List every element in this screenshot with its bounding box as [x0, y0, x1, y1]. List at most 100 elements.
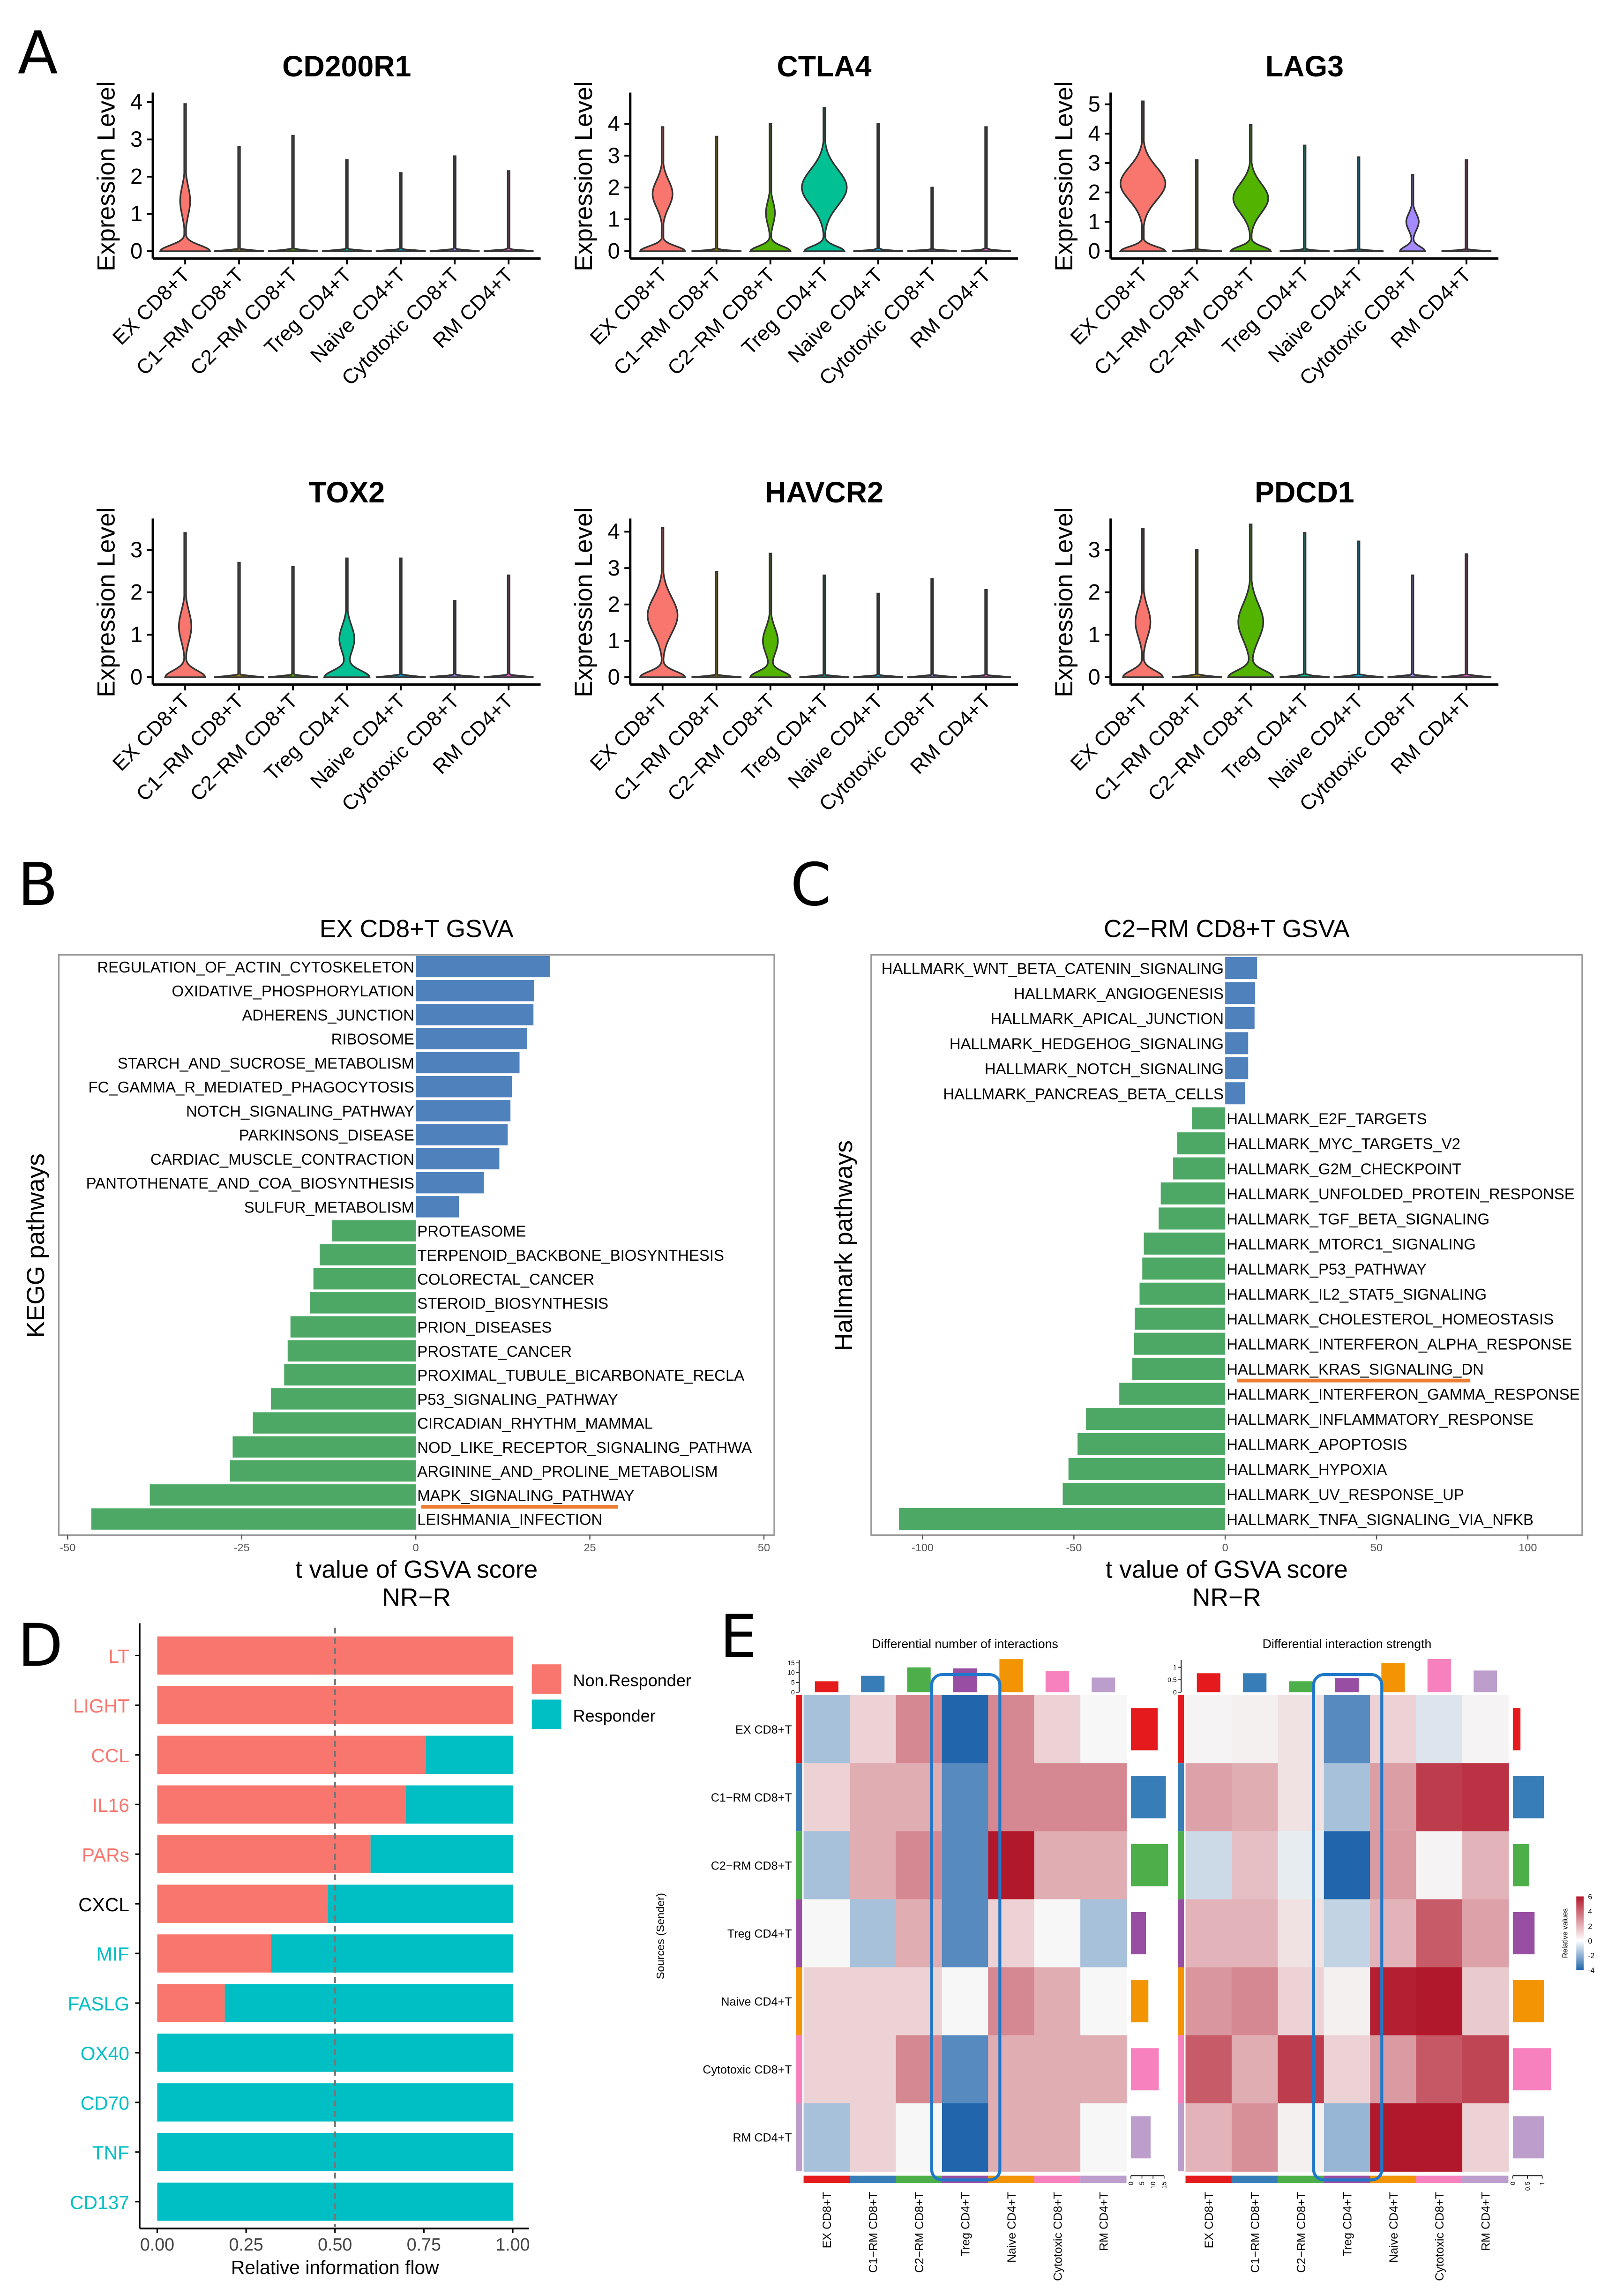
side-bar: [1130, 1980, 1149, 2023]
x-tick-label: 50: [758, 1541, 770, 1554]
y-tick-label: 4: [608, 111, 620, 136]
plot-frame: [58, 954, 775, 1536]
top-bar: [1243, 1673, 1267, 1692]
column-annotation: [1462, 2176, 1509, 2183]
x-tick-label: Naive CD4+T: [784, 689, 888, 793]
side-axis-label: 0.5: [1524, 2182, 1531, 2191]
bar: [150, 1484, 416, 1506]
highlight-box: [1312, 1673, 1384, 2182]
heatmap-cell: [1370, 2035, 1417, 2104]
side-bar: [1512, 1844, 1529, 1886]
heatmap-cell: [1034, 2035, 1081, 2104]
heatmap-cell: [942, 2103, 989, 2172]
heatmap-cell: [850, 2103, 897, 2172]
y-axis-label: Expression Level: [93, 81, 120, 271]
side-bar: [1130, 1844, 1168, 1886]
heatmap-cell: [1034, 1967, 1081, 2036]
colorbar-tick-label: 4: [1588, 1908, 1592, 1916]
pathway-label: NOTCH_SIGNALING_PATHWAY: [186, 1102, 414, 1120]
x-tick-label: -50: [1066, 1541, 1082, 1554]
x-axis-label: t value of GSVA score: [1106, 1556, 1348, 1583]
panel-label: A: [18, 19, 58, 88]
heatmap-cell: [896, 1899, 943, 1968]
bar: [1225, 1082, 1245, 1105]
pathway-label: HALLMARK_E2F_TARGETS: [1227, 1110, 1427, 1128]
heatmap-cell: [1324, 2103, 1371, 2172]
pathway-label: CIRCADIAN_RHYTHM_MAMMAL: [417, 1415, 653, 1432]
pathway-label: NOD_LIKE_RECEPTOR_SIGNALING_PATHWA: [417, 1439, 752, 1456]
pathway-label: SULFUR_METABOLISM: [244, 1198, 414, 1216]
row-annotation: [1178, 1763, 1184, 1832]
violin-title: CD200R1: [282, 50, 411, 83]
violin-shape: [853, 592, 904, 678]
heatmap-title: Differential number of interactions: [872, 1637, 1058, 1651]
y-axis-label: Expression Level: [1050, 507, 1078, 697]
pathway-label: HALLMARK_IL2_STAT5_SIGNALING: [1227, 1286, 1487, 1303]
heatmap-cell: [1324, 2035, 1371, 2104]
top-axis-label: 0: [1173, 1688, 1177, 1696]
violin-shape: [1122, 528, 1164, 678]
violin-shape: [483, 574, 534, 678]
heatmap-cell: [803, 2103, 850, 2172]
heatmap-cell: [942, 1899, 989, 1968]
violin-shape: [907, 578, 958, 678]
heatmap-cell: [1462, 1763, 1509, 1832]
violin-shape: [1279, 532, 1330, 678]
pathway-label: TNF: [92, 2142, 129, 2164]
pathway-label: HALLMARK_PANCREAS_BETA_CELLS: [943, 1085, 1224, 1102]
bar: [1119, 1383, 1226, 1405]
top-bar: [815, 1681, 838, 1692]
heatmap-cell: [803, 1695, 850, 1764]
violin-shape: [801, 107, 848, 252]
heatmap-cell: [1034, 1899, 1081, 1968]
column-annotation: [988, 2176, 1034, 2183]
column-label: EX CD8+T: [821, 2192, 834, 2248]
legend-swatch: [531, 1699, 561, 1729]
bar-responder: [271, 1934, 513, 1973]
heatmap-cell: [1462, 2103, 1509, 2172]
violin-shape: [907, 187, 958, 252]
x-axis-sublabel: NR−R: [1192, 1584, 1261, 1611]
bars-group: REGULATION_OF_ACTIN_CYTOSKELETON OXIDATIV…: [86, 956, 752, 1530]
bar-responder: [328, 1885, 513, 1923]
violin-shape: [1387, 574, 1438, 678]
heatmap-cell: [1278, 1967, 1324, 2036]
side-bar: [1512, 1708, 1521, 1750]
bar: [1142, 1257, 1226, 1280]
colorbar-tick-label: 6: [1588, 1893, 1592, 1901]
bar: [1135, 1308, 1226, 1330]
top-axis-label: 0.5: [1167, 1676, 1177, 1683]
violin-shape: [749, 553, 792, 678]
bar: [416, 1100, 511, 1122]
heatmap-cell: [988, 1763, 1035, 1832]
violin-shape: [322, 159, 372, 252]
heatmap-cell: [803, 1763, 850, 1832]
pathway-label: CXCL: [78, 1894, 129, 1915]
highlight-box: [930, 1673, 1002, 2182]
top-bar: [1474, 1670, 1497, 1692]
y-tick-label: 0: [130, 665, 142, 689]
x-tick-label: Naive CD4+T: [306, 689, 410, 793]
y-tick-label: 3: [130, 127, 142, 151]
heatmap-cell: [1324, 1831, 1371, 1900]
pathway-label: RIBOSOME: [331, 1031, 414, 1048]
pathway-label: HALLMARK_TGF_BETA_SIGNALING: [1227, 1210, 1489, 1227]
heatmap-cell: [1034, 2103, 1081, 2172]
violin-shape: [429, 600, 480, 678]
row-annotation: [1178, 2103, 1184, 2171]
row-label: EX CD8+T: [735, 1723, 792, 1736]
violin-shape: [1172, 159, 1222, 252]
row-label: Treg CD4+T: [727, 1927, 792, 1940]
pathway-label: HALLMARK_ANGIOGENESIS: [1014, 985, 1224, 1002]
x-axis-label: t value of GSVA score: [295, 1556, 538, 1583]
violin-shape: [164, 532, 207, 678]
column-label: Naive CD4+T: [1387, 2192, 1400, 2263]
top-bar: [907, 1667, 931, 1692]
heatmap-cell: [1231, 2103, 1279, 2172]
violin-shape: [961, 589, 1011, 678]
heatmap-cell: [803, 1967, 850, 2036]
x-tick-label: 0: [413, 1541, 419, 1554]
legend-label: Responder: [573, 1706, 656, 1725]
bar: [284, 1364, 416, 1386]
